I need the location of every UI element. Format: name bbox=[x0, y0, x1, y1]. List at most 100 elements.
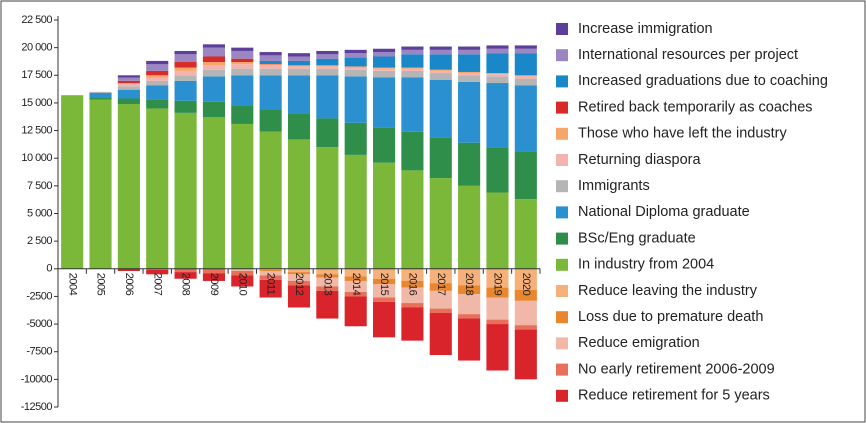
bar-segment bbox=[316, 65, 339, 67]
bar-segment bbox=[458, 73, 481, 76]
legend-label: International resources per project bbox=[578, 47, 798, 63]
bar-segment bbox=[146, 268, 169, 270]
legend-label: Loss due to premature death bbox=[578, 309, 763, 325]
y-tick-label: -5000 bbox=[26, 318, 52, 330]
x-tick-label: 2014 bbox=[350, 273, 362, 296]
bar-segment bbox=[344, 292, 367, 297]
bar-segment bbox=[146, 85, 169, 100]
bar-segment bbox=[458, 314, 481, 319]
legend-label: In industry from 2004 bbox=[578, 257, 714, 273]
bar-segment bbox=[89, 92, 112, 98]
bar-segment bbox=[316, 286, 339, 291]
bar-segment bbox=[287, 139, 311, 269]
bar-segment bbox=[231, 47, 254, 51]
bar-segment bbox=[202, 47, 225, 57]
bar-segment bbox=[429, 137, 452, 179]
bar-segment bbox=[259, 109, 282, 132]
bar-segment bbox=[486, 83, 509, 148]
bar-segment bbox=[458, 294, 481, 315]
bar-segment bbox=[316, 277, 339, 287]
bar-segment bbox=[231, 270, 254, 276]
x-tick-label: 2010 bbox=[236, 273, 248, 296]
bar-segment bbox=[486, 192, 509, 269]
x-tick-label: 2019 bbox=[492, 273, 504, 296]
bar-segment bbox=[458, 81, 481, 143]
bar-segment bbox=[486, 297, 509, 320]
bar-segment bbox=[401, 303, 424, 308]
bar-segment bbox=[486, 45, 509, 49]
x-tick-label: 2007 bbox=[151, 273, 163, 296]
bar-segment bbox=[287, 53, 311, 57]
bar-segment bbox=[514, 289, 537, 301]
bar-segment bbox=[316, 268, 339, 275]
y-tick-label: 17 500 bbox=[21, 69, 52, 81]
bar-segment bbox=[316, 58, 339, 66]
bar-segment bbox=[287, 280, 311, 286]
bar-segment bbox=[287, 113, 311, 140]
bar-segment bbox=[458, 54, 481, 72]
bar-segment bbox=[486, 53, 509, 74]
bar-segment bbox=[231, 268, 254, 271]
bar-segment bbox=[202, 65, 225, 70]
bar-segment bbox=[401, 77, 424, 132]
bar-segment bbox=[117, 77, 140, 81]
bar-segment bbox=[287, 66, 311, 69]
y-tick-label: 0 bbox=[46, 263, 52, 275]
bar-segment bbox=[429, 178, 452, 269]
bar-segment bbox=[344, 280, 367, 293]
legend-label: Increase immigration bbox=[578, 21, 713, 37]
bar-segment bbox=[429, 73, 452, 80]
bar-segment bbox=[231, 123, 254, 269]
bar-segment bbox=[486, 287, 509, 298]
y-tick-label: 10 000 bbox=[21, 152, 52, 164]
bar-segment bbox=[373, 77, 396, 128]
bar-segment bbox=[344, 53, 367, 58]
bar-segment bbox=[316, 290, 339, 319]
legend-swatch bbox=[556, 23, 568, 35]
bar-segment bbox=[458, 318, 481, 361]
bar-segment bbox=[458, 71, 481, 74]
legend-swatch bbox=[556, 101, 568, 114]
bar-segment bbox=[146, 99, 169, 109]
bar-segment bbox=[344, 49, 367, 54]
bar-segment bbox=[231, 58, 254, 63]
bar-segment bbox=[429, 290, 452, 309]
bar-segment bbox=[373, 162, 396, 269]
legend-label: Reduce emigration bbox=[578, 335, 700, 351]
bar-segment bbox=[287, 285, 311, 308]
legend-swatch bbox=[556, 363, 568, 376]
bar-segment bbox=[174, 75, 197, 81]
bar-segment bbox=[486, 76, 509, 84]
bar-segment bbox=[287, 56, 311, 61]
bar-segment bbox=[259, 269, 282, 271]
bar-segment bbox=[202, 76, 225, 102]
bar-segment bbox=[401, 307, 424, 341]
legend-swatch bbox=[556, 154, 568, 166]
bar-segment bbox=[174, 100, 197, 113]
y-tick-label: 22 500 bbox=[21, 14, 52, 26]
bar-segment bbox=[344, 69, 367, 77]
bar-segment bbox=[401, 49, 424, 55]
bar-segment bbox=[202, 268, 225, 274]
bar-segment bbox=[429, 54, 452, 70]
bar-segment bbox=[344, 154, 367, 269]
bar-segment bbox=[287, 272, 311, 275]
bar-segment bbox=[429, 268, 452, 284]
bar-segment bbox=[202, 44, 225, 48]
bar-segment bbox=[316, 50, 339, 55]
bar-segment bbox=[202, 273, 225, 281]
bar-segment bbox=[287, 68, 311, 76]
bar-segment bbox=[89, 97, 112, 100]
bar-segment bbox=[117, 98, 140, 105]
x-tick-label: 2011 bbox=[265, 273, 277, 295]
bar-segment bbox=[231, 50, 254, 59]
bar-segment bbox=[316, 66, 339, 69]
y-tick-label: 20 000 bbox=[21, 42, 52, 54]
legend-swatch bbox=[556, 180, 568, 193]
bar-segment bbox=[514, 75, 537, 77]
bar-segment bbox=[117, 86, 140, 90]
bar-segment bbox=[401, 287, 424, 304]
bar-segment bbox=[373, 52, 396, 57]
bar-segment bbox=[117, 84, 140, 87]
bar-segment bbox=[514, 48, 537, 54]
